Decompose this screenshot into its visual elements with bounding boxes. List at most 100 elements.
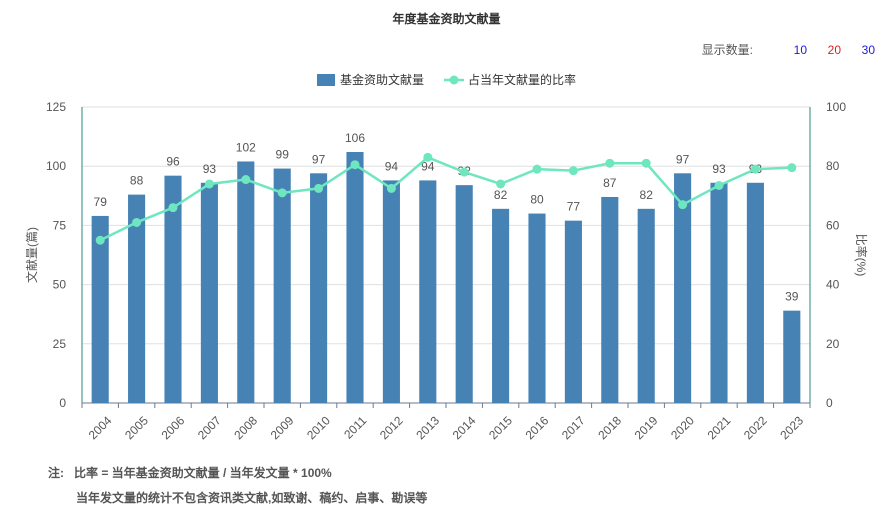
bar-data-label: 77 xyxy=(567,200,581,214)
ratio-point xyxy=(787,163,797,173)
x-tick-label: 2019 xyxy=(632,413,661,442)
bar-data-label: 82 xyxy=(494,188,508,202)
bar-data-label: 96 xyxy=(166,155,180,169)
bar xyxy=(746,182,764,403)
x-tick-label: 2022 xyxy=(741,413,770,442)
ratio-point xyxy=(678,200,688,210)
note-formula: 比率 = 当年基金资助文献量 / 当年发文量 * 100% xyxy=(74,466,332,480)
bar xyxy=(419,180,437,403)
bar-data-label: 79 xyxy=(94,195,108,209)
ratio-point xyxy=(750,164,760,174)
ratio-point xyxy=(168,203,178,213)
bar xyxy=(528,213,546,403)
y-tick-label: 75 xyxy=(53,218,67,232)
y-tick-label: 25 xyxy=(53,337,67,351)
bar-data-label: 93 xyxy=(712,162,726,176)
x-tick-label: 2011 xyxy=(341,413,369,441)
bar-data-label: 97 xyxy=(312,152,326,166)
ratio-point xyxy=(496,179,506,189)
bar xyxy=(783,310,801,403)
display-count-option-10[interactable]: 10 xyxy=(793,42,807,57)
y2-axis-title: 比率(%) xyxy=(854,234,869,277)
bar xyxy=(674,173,692,403)
x-tick-label: 2023 xyxy=(777,413,806,442)
bar-data-label: 88 xyxy=(130,174,144,188)
y2-tick-label: 80 xyxy=(826,159,840,173)
y2-tick-label: 0 xyxy=(826,396,833,410)
bar-data-label: 82 xyxy=(640,188,654,202)
legend-bar-swatch xyxy=(317,74,335,86)
x-tick-label: 2004 xyxy=(86,413,115,442)
x-tick-label: 2014 xyxy=(450,413,479,442)
ratio-point xyxy=(641,158,651,168)
ratio-point xyxy=(568,166,578,176)
x-tick-label: 2009 xyxy=(268,413,297,442)
y-tick-label: 50 xyxy=(53,278,67,292)
chart-title: 年度基金资助文献量 xyxy=(392,12,501,26)
ratio-point xyxy=(714,180,724,190)
x-tick-label: 2016 xyxy=(523,413,552,442)
ratio-point xyxy=(132,217,142,227)
display-count-label: 显示数量: xyxy=(701,43,753,57)
bar xyxy=(710,182,728,403)
ratio-point xyxy=(459,167,469,177)
x-tick-label: 2007 xyxy=(195,413,224,442)
y2-tick-label: 100 xyxy=(826,100,846,114)
x-tick-label: 2005 xyxy=(122,413,151,442)
bar-data-label: 97 xyxy=(676,152,690,166)
bar-data-label: 94 xyxy=(421,159,435,173)
bar-data-label: 94 xyxy=(385,159,399,173)
ratio-point xyxy=(386,183,396,193)
note-prefix: 注: xyxy=(48,466,64,480)
ratio-point xyxy=(277,188,287,198)
bar xyxy=(91,215,109,403)
note-line-2: 当年发文量的统计不包含资讯类文献,如致谢、稿约、启事、勘误等 xyxy=(76,491,428,505)
bar-data-label: 87 xyxy=(603,176,617,190)
ratio-point xyxy=(314,183,324,193)
x-tick-label: 2008 xyxy=(231,413,260,442)
bar xyxy=(273,168,291,403)
ratio-point xyxy=(350,160,360,170)
bar xyxy=(492,208,510,403)
y2-tick-label: 60 xyxy=(826,218,840,232)
bar xyxy=(564,220,582,403)
display-count-option-30[interactable]: 30 xyxy=(861,42,875,57)
x-tick-label: 2017 xyxy=(559,413,588,442)
display-count-selector: 显示数量: 10 20 30 xyxy=(702,41,875,58)
bar xyxy=(237,161,255,403)
bar xyxy=(382,180,400,403)
note-line-1: 注: 比率 = 当年基金资助文献量 / 当年发文量 * 100% xyxy=(48,464,332,481)
y-tick-label: 125 xyxy=(46,100,66,114)
ratio-point xyxy=(605,158,615,168)
x-tick-label: 2015 xyxy=(486,413,515,442)
bar xyxy=(637,208,655,403)
x-tick-label: 2012 xyxy=(377,413,406,442)
bar xyxy=(601,196,619,403)
bar-data-label: 39 xyxy=(785,290,799,304)
legend-line-label: 占当年文献量的比率 xyxy=(468,72,576,87)
ratio-point xyxy=(423,152,433,162)
y-tick-label: 100 xyxy=(46,159,66,173)
y-tick-label: 0 xyxy=(59,396,66,410)
x-tick-label: 2010 xyxy=(304,413,333,442)
x-tick-label: 2013 xyxy=(413,413,442,442)
ratio-point xyxy=(204,179,214,189)
display-count-option-20[interactable]: 20 xyxy=(827,42,841,57)
legend-bar-label: 基金资助文献量 xyxy=(340,72,424,87)
y-axis-title: 文献量(篇) xyxy=(24,227,39,283)
legend-line-marker xyxy=(449,75,459,85)
bar-data-label: 93 xyxy=(203,162,217,176)
y2-tick-label: 40 xyxy=(826,278,840,292)
x-tick-label: 2006 xyxy=(159,413,188,442)
bar xyxy=(128,194,146,403)
y2-tick-label: 20 xyxy=(826,337,840,351)
ratio-point xyxy=(95,235,105,245)
ratio-line xyxy=(99,155,792,242)
x-tick-label: 2018 xyxy=(595,413,624,442)
bar xyxy=(200,182,218,403)
bar xyxy=(310,173,328,403)
bar-data-label: 102 xyxy=(236,140,256,154)
bar xyxy=(164,175,182,403)
ratio-point xyxy=(241,175,251,185)
bar xyxy=(455,185,473,403)
